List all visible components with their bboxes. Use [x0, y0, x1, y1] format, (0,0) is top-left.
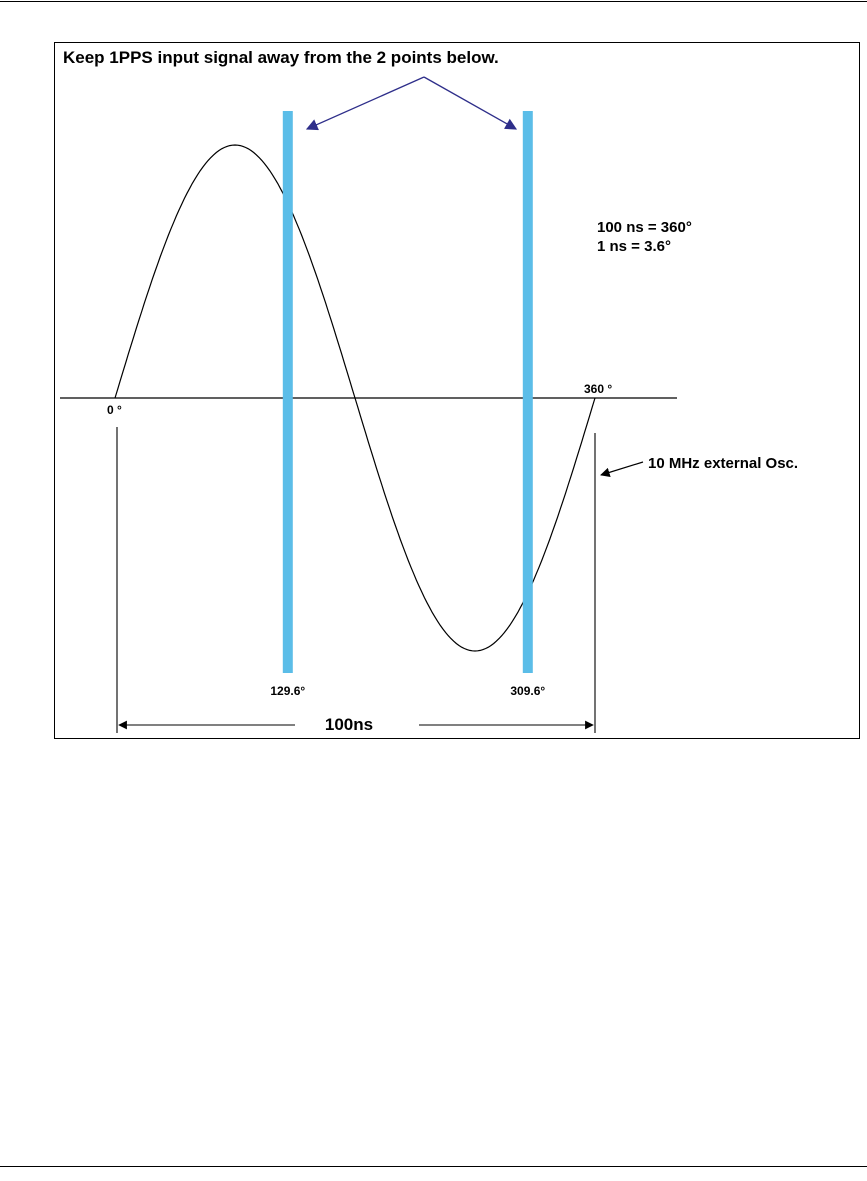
instruction-title: Keep 1PPS input signal away from the 2 p… — [63, 48, 499, 67]
pointer-arrow-right — [423, 76, 518, 130]
pointer-arrow-left — [305, 76, 425, 131]
figure-frame: Keep 1PPS input signal away from the 2 p… — [54, 42, 860, 739]
marker-bar-129 — [282, 111, 293, 673]
note-degree: 1 ns = 3.6° — [597, 238, 671, 255]
osc-arrow — [600, 461, 644, 478]
note-period: 100 ns = 360° — [597, 219, 692, 236]
bottom-rule — [0, 1166, 867, 1167]
marker-label-309: 309.6° — [510, 684, 545, 698]
marker-bar-309 — [522, 111, 533, 673]
top-rule — [0, 1, 867, 2]
end-degree-label: 360 ° — [584, 382, 612, 396]
osc-label: 10 MHz external Osc. — [648, 455, 798, 472]
period-label: 100ns — [325, 715, 373, 734]
marker-label-129: 129.6° — [270, 684, 305, 698]
start-degree-label: 0 ° — [107, 403, 122, 417]
sine-wave — [114, 144, 596, 652]
phase-diagram: Keep 1PPS input signal away from the 2 p… — [60, 48, 798, 734]
